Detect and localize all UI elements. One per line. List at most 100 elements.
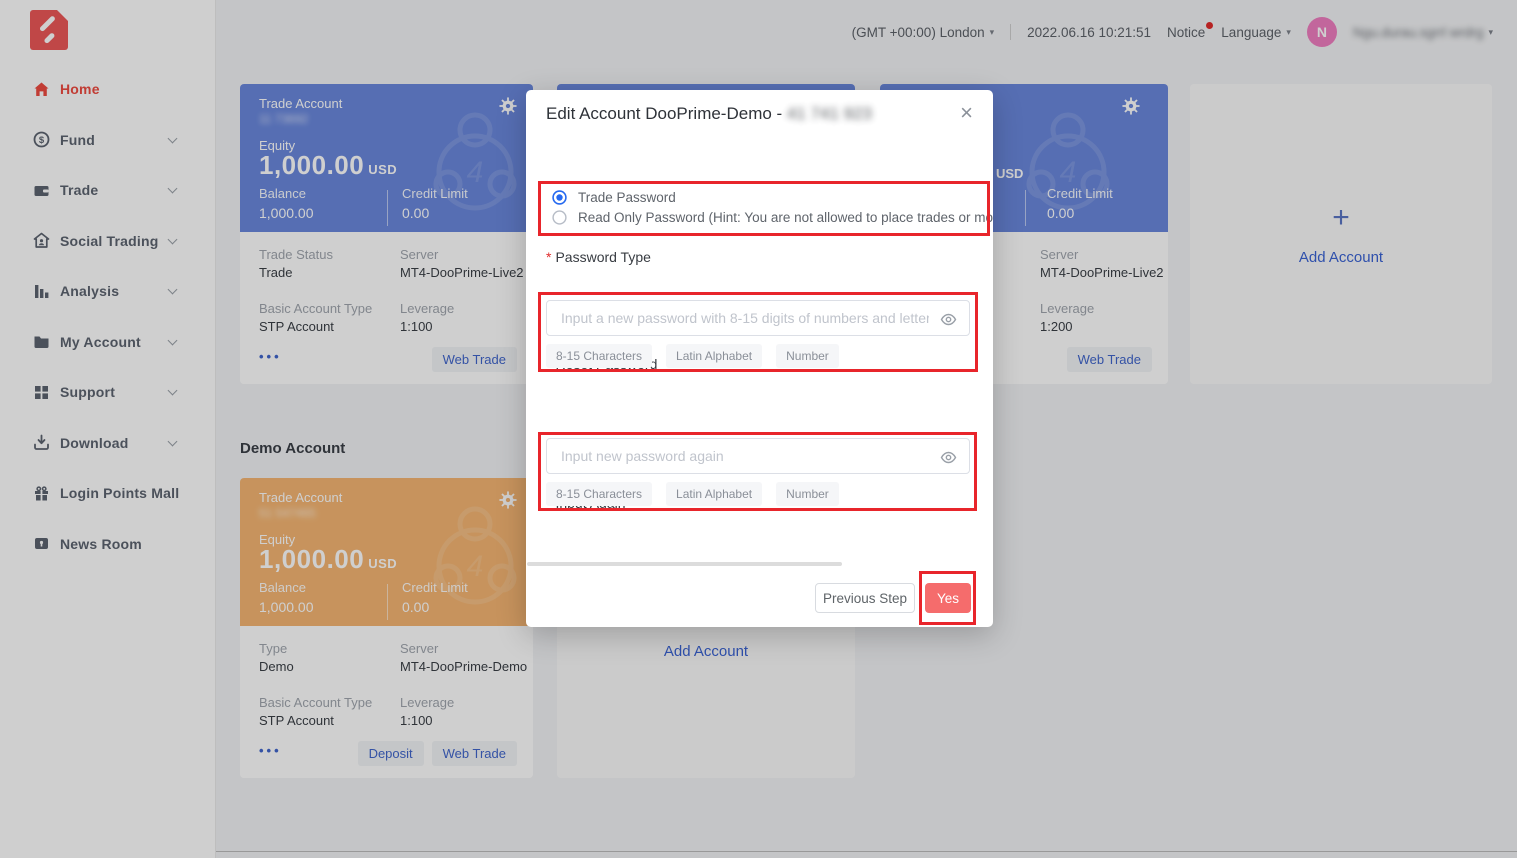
leverage-value: 1:100 — [400, 713, 433, 728]
sidebar-item-news-room[interactable]: News Room — [0, 519, 216, 570]
server-value: MT4-DooPrime-Live2 — [1040, 265, 1164, 280]
confirm-password-input[interactable] — [547, 439, 969, 473]
horizontal-scrollbar[interactable] — [527, 562, 842, 566]
credit-limit-value: 0.00 — [402, 205, 430, 221]
dooprime-logo[interactable] — [30, 10, 68, 50]
previous-step-button[interactable]: Previous Step — [815, 583, 915, 613]
eye-icon[interactable] — [940, 449, 957, 466]
rule-tag: Latin Alphabet — [666, 344, 763, 368]
new-password-input[interactable] — [547, 301, 969, 335]
gear-icon[interactable] — [499, 97, 517, 115]
social-trading-icon — [33, 232, 50, 249]
logo-notch — [57, 10, 68, 21]
card-title: Trade Account — [259, 490, 343, 505]
credit-limit-label: Credit Limit — [402, 186, 468, 201]
sidebar-item-trade[interactable]: Trade — [0, 165, 216, 216]
sidebar-item-label: Fund — [60, 131, 96, 148]
sidebar: Home $ Fund Trade Social Trading — [0, 0, 216, 858]
leverage-label: Leverage — [400, 695, 455, 710]
account-card-body: Trade Status Trade Server MT4-DooPrime-L… — [240, 232, 533, 384]
add-account-panel-live[interactable]: + Add Account — [1190, 84, 1492, 384]
type-label: Type — [259, 641, 288, 656]
divider — [1025, 190, 1026, 226]
user-menu[interactable]: Ngu.durau.sgrrl wrdrg ▾ — [1353, 25, 1493, 40]
gift-icon — [33, 485, 50, 502]
mt4-watermark: 4 — [1008, 102, 1120, 220]
download-icon — [33, 434, 50, 451]
wallet-icon — [33, 182, 50, 199]
chevron-down-icon: ▾ — [989, 26, 995, 37]
account-card-header: 4 Trade Account 11 73692 Equity 1,000.00… — [240, 84, 533, 232]
equity-label: Equity — [259, 532, 296, 547]
eye-icon[interactable] — [940, 311, 957, 328]
more-options-button[interactable]: ••• — [259, 743, 282, 758]
folder-icon — [33, 333, 50, 350]
notice-label: Notice — [1167, 24, 1206, 40]
avatar[interactable]: N — [1306, 17, 1337, 47]
gear-icon[interactable] — [499, 491, 517, 509]
sidebar-item-social-trading[interactable]: Social Trading — [0, 216, 216, 267]
basic-account-type-label: Basic Account Type — [259, 695, 373, 710]
sidebar-nav: Home $ Fund Trade Social Trading — [0, 64, 216, 569]
username-blurred: Ngu.durau.sgrrl wrdrg — [1352, 24, 1484, 40]
sidebar-item-label: Trade — [60, 182, 99, 199]
radio-unselected-icon — [552, 210, 567, 225]
web-trade-button[interactable]: Web Trade — [1066, 347, 1152, 372]
deposit-button[interactable]: Deposit — [357, 741, 424, 766]
server-label: Server — [1040, 247, 1079, 262]
language-selector[interactable]: Language ▾ — [1221, 25, 1291, 40]
sidebar-item-label: Download — [60, 434, 129, 451]
balance-value: 1,000.00 — [259, 205, 314, 221]
password-rule-tags: 8-15 Characters Latin Alphabet Number — [546, 344, 839, 368]
fund-icon: $ — [33, 131, 50, 148]
sidebar-item-label: Login Points Mall — [60, 485, 180, 502]
gear-icon[interactable] — [1122, 97, 1140, 115]
basic-account-type-label: Basic Account Type — [259, 301, 373, 316]
mt4-watermark: 4 — [415, 496, 527, 614]
svg-text:4: 4 — [467, 550, 484, 583]
basic-account-type-value: STP Account — [259, 713, 334, 728]
balance-block: Balance 1,000.00 — [259, 186, 314, 221]
sidebar-item-label: My Account — [60, 333, 141, 350]
close-icon[interactable]: × — [960, 100, 973, 125]
account-card-body: Type Demo Server MT4-DooPrime-Demo Basic… — [240, 626, 533, 778]
yes-button[interactable]: Yes — [925, 583, 971, 613]
leverage-label: Leverage — [400, 301, 455, 316]
leverage-value: 1:100 — [400, 319, 433, 334]
sidebar-item-home[interactable]: Home — [0, 64, 216, 115]
notice-link[interactable]: Notice — [1167, 21, 1214, 40]
radio-trade-password[interactable]: Trade Password — [552, 190, 676, 205]
sidebar-item-my-account[interactable]: My Account — [0, 317, 216, 368]
credit-limit-value: 0.00 — [1047, 205, 1075, 221]
server-value: MT4-DooPrime-Demo — [400, 659, 528, 674]
sidebar-item-support[interactable]: Support — [0, 367, 216, 418]
server-label: Server — [400, 641, 439, 656]
more-options-button[interactable]: ••• — [259, 349, 282, 364]
radio-label: Trade Password — [578, 190, 676, 205]
web-trade-button[interactable]: Web Trade — [431, 347, 517, 372]
rule-tag: Latin Alphabet — [666, 482, 763, 506]
sidebar-item-analysis[interactable]: Analysis — [0, 266, 216, 317]
trade-status-value: Trade — [259, 265, 293, 280]
required-mark: * — [546, 249, 552, 265]
account-card-live-1: 4 Trade Account 11 73692 Equity 1,000.00… — [240, 84, 533, 384]
timezone-selector[interactable]: (GMT +00:00) London ▾ — [852, 25, 995, 40]
add-account-label: Add Account — [1298, 248, 1384, 266]
divider — [1010, 24, 1012, 40]
radio-read-only-password[interactable]: Read Only Password (Hint: You are not al… — [552, 210, 993, 225]
credit-block: Credit Limit 0.00 — [402, 580, 468, 615]
card-title: Trade Account — [259, 96, 343, 111]
sidebar-item-label: Support — [60, 384, 116, 401]
grid-icon — [33, 384, 50, 401]
currency-label: USD — [368, 162, 398, 177]
credit-block: Credit Limit 0.00 — [402, 186, 468, 221]
sidebar-item-fund[interactable]: $ Fund — [0, 115, 216, 166]
password-rule-tags: 8-15 Characters Latin Alphabet Number — [546, 482, 839, 506]
sidebar-item-download[interactable]: Download — [0, 418, 216, 469]
balance-block: Balance 1,000.00 — [259, 580, 314, 615]
sidebar-item-login-points-mall[interactable]: Login Points Mall — [0, 468, 216, 519]
credit-limit-value: 0.00 — [402, 599, 430, 615]
leverage-label: Leverage — [1040, 301, 1095, 316]
web-trade-button[interactable]: Web Trade — [431, 741, 517, 766]
type-value: Demo — [259, 659, 294, 674]
